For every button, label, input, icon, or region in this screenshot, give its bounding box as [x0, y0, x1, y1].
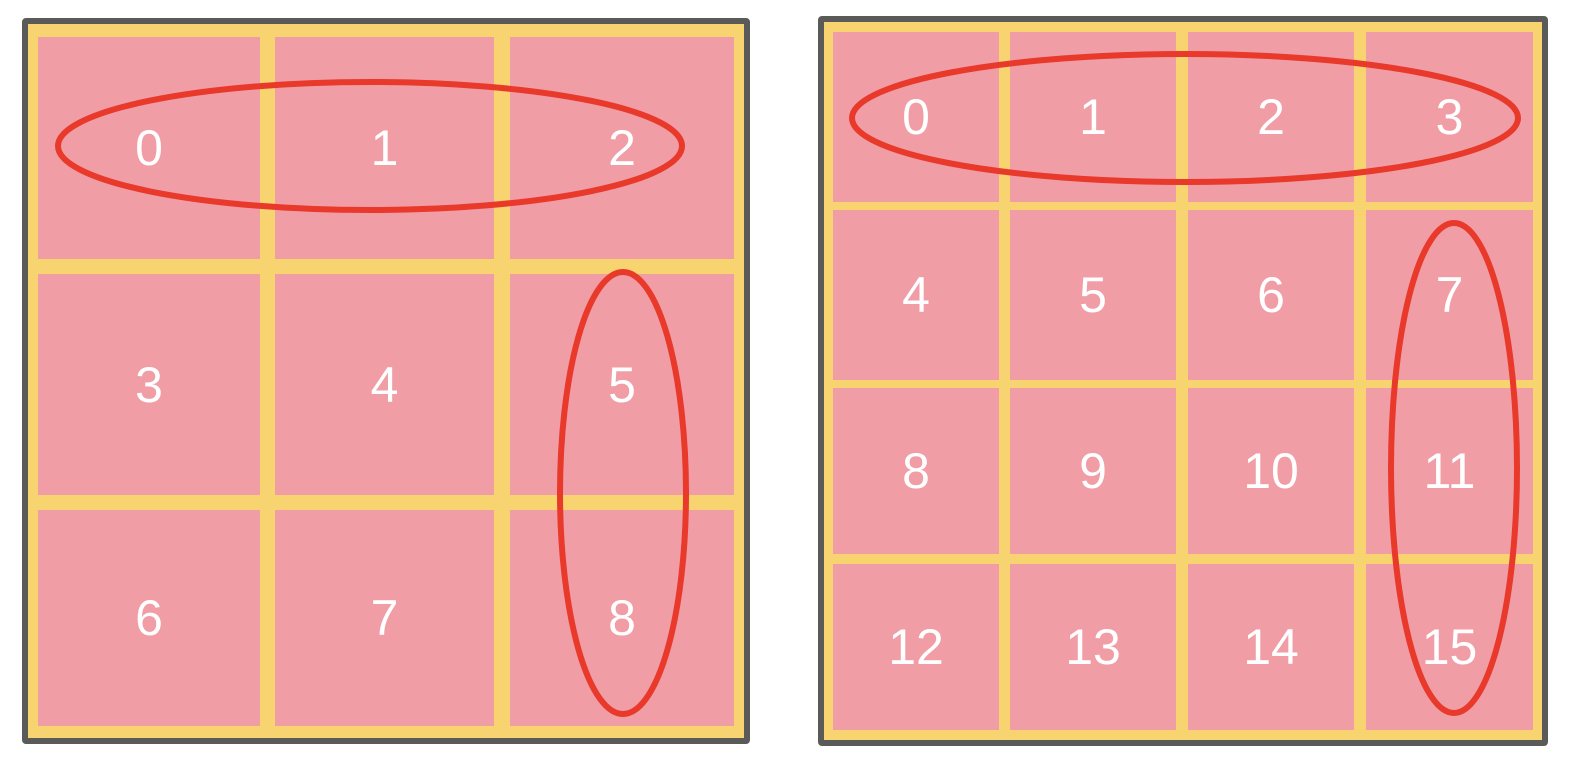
grid-3x3: 0 1 2 3 4 5 6 7 8: [22, 18, 750, 744]
grid-cell-0: 0: [833, 32, 999, 202]
grid-cell-3: 3: [1366, 32, 1533, 202]
grid-cell-2: 2: [510, 37, 734, 259]
grid-cell-8: 8: [833, 388, 999, 554]
grid-cell-4: 4: [275, 274, 494, 495]
grid-cell-15: 15: [1366, 564, 1533, 730]
grid-cell-7: 7: [275, 510, 494, 726]
grid-cell-3: 3: [38, 274, 260, 495]
grid-cell-12: 12: [833, 564, 999, 730]
grid-cell-5: 5: [510, 274, 734, 495]
grid-cell-6: 6: [1188, 210, 1354, 380]
grid-cell-11: 11: [1366, 388, 1533, 554]
grid-cell-14: 14: [1188, 564, 1354, 730]
grid-cell-9: 9: [1010, 388, 1176, 554]
grid-4x4: 0 1 2 3 4 5 6 7 8 9 10 11 12 13 14 15: [818, 16, 1548, 746]
grid-cell-0: 0: [38, 37, 260, 259]
grid-cell-4: 4: [833, 210, 999, 380]
grid-cell-7: 7: [1366, 210, 1533, 380]
grid-cell-13: 13: [1010, 564, 1176, 730]
grid-cell-1: 1: [275, 37, 494, 259]
grid-cell-2: 2: [1188, 32, 1354, 202]
grid-cell-5: 5: [1010, 210, 1176, 380]
grid-cell-6: 6: [38, 510, 260, 726]
grid-cell-8: 8: [510, 510, 734, 726]
grid-cell-1: 1: [1010, 32, 1176, 202]
grid-cell-10: 10: [1188, 388, 1354, 554]
